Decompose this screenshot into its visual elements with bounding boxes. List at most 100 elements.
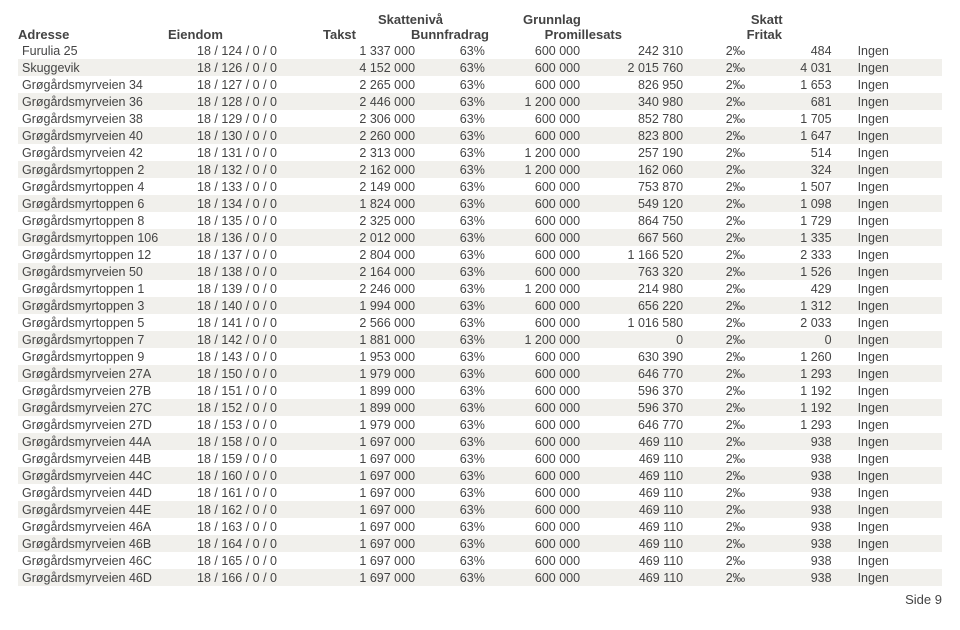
cell-adresse: Grøgårdsmyrveien 46A — [18, 518, 193, 535]
cell-fritak: Ingen — [836, 59, 942, 76]
table-row: Grøgårdsmyrveien 5018 / 138 / 0 / 02 164… — [18, 263, 942, 280]
cell-bunn: 600 000 — [489, 348, 584, 365]
cell-grunnlag: 340 980 — [584, 93, 687, 110]
cell-nivaa: 63% — [419, 348, 489, 365]
cell-adresse: Grøgårdsmyrtoppen 3 — [18, 297, 193, 314]
cell-eiendom: 18 / 124 / 0 / 0 — [193, 42, 324, 59]
cell-sats: 2‰ — [687, 552, 749, 569]
cell-nivaa: 63% — [419, 399, 489, 416]
cell-skatt: 324 — [749, 161, 835, 178]
header-grunnlag: Grunnlag — [523, 12, 581, 27]
cell-bunn: 600 000 — [489, 314, 584, 331]
cell-fritak: Ingen — [836, 297, 942, 314]
cell-adresse: Grøgårdsmyrveien 44D — [18, 484, 193, 501]
cell-takst: 1 979 000 — [324, 365, 419, 382]
cell-adresse: Grøgårdsmyrveien 38 — [18, 110, 193, 127]
table-row: Grøgårdsmyrveien 46D18 / 166 / 0 / 01 69… — [18, 569, 942, 586]
cell-fritak: Ingen — [836, 280, 942, 297]
cell-nivaa: 63% — [419, 280, 489, 297]
cell-grunnlag: 826 950 — [584, 76, 687, 93]
cell-adresse: Grøgårdsmyrveien 27A — [18, 365, 193, 382]
cell-takst: 1 697 000 — [324, 501, 419, 518]
cell-nivaa: 63% — [419, 501, 489, 518]
cell-eiendom: 18 / 127 / 0 / 0 — [193, 76, 324, 93]
cell-adresse: Grøgårdsmyrveien 27B — [18, 382, 193, 399]
cell-bunn: 600 000 — [489, 450, 584, 467]
cell-eiendom: 18 / 129 / 0 / 0 — [193, 110, 324, 127]
cell-grunnlag: 469 110 — [584, 467, 687, 484]
cell-takst: 2 260 000 — [324, 127, 419, 144]
cell-adresse: Grøgårdsmyrtoppen 7 — [18, 331, 193, 348]
cell-skatt: 938 — [749, 552, 835, 569]
cell-bunn: 600 000 — [489, 399, 584, 416]
cell-skatt: 1 705 — [749, 110, 835, 127]
cell-grunnlag: 656 220 — [584, 297, 687, 314]
cell-bunn: 600 000 — [489, 297, 584, 314]
cell-skatt: 4 031 — [749, 59, 835, 76]
cell-grunnlag: 469 110 — [584, 569, 687, 586]
cell-eiendom: 18 / 163 / 0 / 0 — [193, 518, 324, 535]
cell-grunnlag: 667 560 — [584, 229, 687, 246]
cell-fritak: Ingen — [836, 212, 942, 229]
cell-adresse: Grøgårdsmyrtoppen 9 — [18, 348, 193, 365]
cell-grunnlag: 162 060 — [584, 161, 687, 178]
cell-eiendom: 18 / 133 / 0 / 0 — [193, 178, 324, 195]
cell-bunn: 600 000 — [489, 195, 584, 212]
cell-grunnlag: 242 310 — [584, 42, 687, 59]
table-row: Grøgårdsmyrveien 3418 / 127 / 0 / 02 265… — [18, 76, 942, 93]
cell-skatt: 1 335 — [749, 229, 835, 246]
cell-nivaa: 63% — [419, 212, 489, 229]
cell-fritak: Ingen — [836, 76, 942, 93]
cell-eiendom: 18 / 140 / 0 / 0 — [193, 297, 324, 314]
cell-takst: 1 994 000 — [324, 297, 419, 314]
cell-grunnlag: 596 370 — [584, 399, 687, 416]
cell-nivaa: 63% — [419, 433, 489, 450]
table-row: Grøgårdsmyrtoppen 618 / 134 / 0 / 01 824… — [18, 195, 942, 212]
cell-grunnlag: 469 110 — [584, 501, 687, 518]
cell-grunnlag: 823 800 — [584, 127, 687, 144]
cell-grunnlag: 469 110 — [584, 518, 687, 535]
cell-fritak: Ingen — [836, 161, 942, 178]
cell-eiendom: 18 / 130 / 0 / 0 — [193, 127, 324, 144]
cell-skatt: 484 — [749, 42, 835, 59]
cell-bunn: 600 000 — [489, 178, 584, 195]
cell-adresse: Grøgårdsmyrtoppen 1 — [18, 280, 193, 297]
cell-sats: 2‰ — [687, 382, 749, 399]
cell-skatt: 1 729 — [749, 212, 835, 229]
table-row: Grøgårdsmyrveien 46A18 / 163 / 0 / 01 69… — [18, 518, 942, 535]
cell-sats: 2‰ — [687, 297, 749, 314]
cell-skatt: 1 260 — [749, 348, 835, 365]
cell-skatt: 1 507 — [749, 178, 835, 195]
cell-eiendom: 18 / 150 / 0 / 0 — [193, 365, 324, 382]
cell-skatt: 938 — [749, 484, 835, 501]
cell-sats: 2‰ — [687, 467, 749, 484]
cell-sats: 2‰ — [687, 246, 749, 263]
cell-takst: 2 149 000 — [324, 178, 419, 195]
header-fritak: Fritak — [622, 27, 782, 42]
cell-bunn: 600 000 — [489, 59, 584, 76]
cell-bunn: 600 000 — [489, 569, 584, 586]
cell-fritak: Ingen — [836, 569, 942, 586]
cell-nivaa: 63% — [419, 552, 489, 569]
cell-takst: 2 566 000 — [324, 314, 419, 331]
cell-adresse: Grøgårdsmyrveien 44C — [18, 467, 193, 484]
cell-sats: 2‰ — [687, 195, 749, 212]
cell-bunn: 600 000 — [489, 365, 584, 382]
cell-bunn: 600 000 — [489, 76, 584, 93]
cell-nivaa: 63% — [419, 535, 489, 552]
cell-grunnlag: 469 110 — [584, 484, 687, 501]
header-takst: Takst — [278, 27, 356, 42]
cell-nivaa: 63% — [419, 59, 489, 76]
cell-bunn: 600 000 — [489, 246, 584, 263]
cell-grunnlag: 469 110 — [584, 552, 687, 569]
cell-eiendom: 18 / 131 / 0 / 0 — [193, 144, 324, 161]
cell-skatt: 1 098 — [749, 195, 835, 212]
cell-takst: 1 953 000 — [324, 348, 419, 365]
table-row: Grøgårdsmyrveien 27C18 / 152 / 0 / 01 89… — [18, 399, 942, 416]
cell-eiendom: 18 / 139 / 0 / 0 — [193, 280, 324, 297]
cell-skatt: 681 — [749, 93, 835, 110]
table-row: Grøgårdsmyrveien 3618 / 128 / 0 / 02 446… — [18, 93, 942, 110]
cell-bunn: 600 000 — [489, 484, 584, 501]
table-row: Grøgårdsmyrveien 4018 / 130 / 0 / 02 260… — [18, 127, 942, 144]
page-footer: Side 9 — [18, 592, 942, 607]
